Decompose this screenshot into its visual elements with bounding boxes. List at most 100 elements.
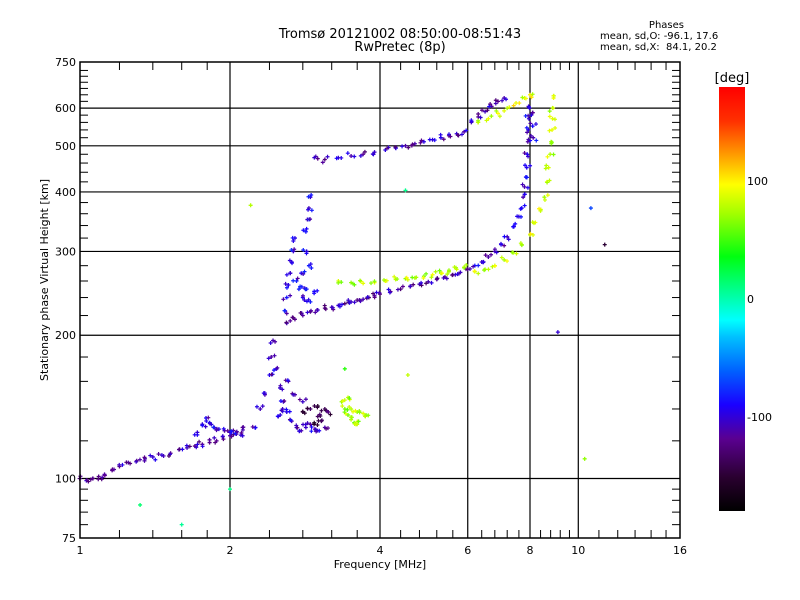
data-point xyxy=(488,102,493,107)
data-point xyxy=(306,297,311,302)
data-point xyxy=(437,268,442,273)
data-point xyxy=(464,262,469,267)
data-point xyxy=(266,356,271,361)
data-point xyxy=(530,110,535,115)
data-point xyxy=(362,149,367,154)
data-point xyxy=(297,429,302,434)
ticks-layer xyxy=(80,62,680,538)
data-point xyxy=(438,132,443,137)
data-point xyxy=(511,224,516,229)
x-axis-label: Frequency [MHz] xyxy=(334,558,426,571)
data-point xyxy=(287,258,292,263)
data-point xyxy=(197,439,202,444)
colorbar-tick-label: 0 xyxy=(747,293,754,306)
data-point xyxy=(269,372,274,377)
data-point xyxy=(406,145,411,150)
data-point xyxy=(358,278,363,283)
data-point xyxy=(524,175,529,180)
data-point xyxy=(324,409,329,414)
data-point xyxy=(271,338,276,343)
data-point xyxy=(290,315,295,320)
data-point xyxy=(366,413,371,418)
data-point xyxy=(476,263,481,268)
y-tick-label: 75 xyxy=(62,532,76,545)
data-point xyxy=(352,154,357,159)
data-point xyxy=(117,462,122,467)
data-point xyxy=(520,95,525,100)
data-point xyxy=(304,226,309,231)
data-point xyxy=(439,271,444,276)
data-point xyxy=(250,424,255,429)
series-isolated-echoes xyxy=(138,188,607,527)
data-point xyxy=(395,277,400,282)
data-point xyxy=(281,399,286,404)
series-f-region-x-mode-trace xyxy=(336,262,469,287)
stats-heading: Phases xyxy=(648,20,684,31)
x-tick-label: 6 xyxy=(464,544,471,557)
chart-subtitle: RwPretec (8p) xyxy=(354,40,446,55)
data-point xyxy=(525,130,530,135)
data-point xyxy=(552,117,557,122)
data-point xyxy=(492,264,497,269)
data-point xyxy=(525,185,530,190)
data-point xyxy=(180,447,185,452)
data-point xyxy=(302,269,307,274)
data-point xyxy=(287,417,292,422)
data-point xyxy=(478,115,483,120)
data-point xyxy=(545,180,550,185)
data-point xyxy=(91,476,96,481)
data-point xyxy=(518,214,523,219)
data-point xyxy=(124,460,129,465)
data-point xyxy=(455,272,460,277)
data-point xyxy=(134,459,139,464)
data-point xyxy=(456,133,461,138)
data-point xyxy=(339,155,344,160)
data-point xyxy=(486,267,491,272)
data-point xyxy=(421,276,426,281)
x-tick-label: 2 xyxy=(227,544,234,557)
data-point xyxy=(445,272,450,277)
data-point xyxy=(414,275,419,280)
data-point xyxy=(312,420,317,425)
tick-labels: 1 2 4 6 8 10 16 75 100 200 300 400 500 600 750 xyxy=(55,56,687,557)
data-point xyxy=(353,408,358,413)
series-es-spread-violet- xyxy=(300,404,333,428)
data-point xyxy=(323,307,328,312)
data-point xyxy=(408,284,413,289)
data-point xyxy=(304,251,309,256)
data-point xyxy=(410,275,415,280)
data-point xyxy=(392,274,397,279)
colorbar-tick-label: 100 xyxy=(747,175,768,188)
data-point xyxy=(275,365,280,370)
data-point xyxy=(204,418,209,423)
data-point xyxy=(211,425,216,430)
data-point xyxy=(315,423,320,428)
data-point xyxy=(206,415,211,420)
data-point xyxy=(549,141,554,146)
data-point xyxy=(194,445,199,450)
series-e-region-trace-o-mode- xyxy=(77,425,246,484)
data-point xyxy=(421,139,426,144)
data-point xyxy=(526,116,531,121)
data-point xyxy=(507,105,512,110)
data-point xyxy=(522,184,527,189)
chart-title: Tromsø 20121002 08:50:00-08:51:43 xyxy=(278,27,522,42)
y-tick-label: 200 xyxy=(55,329,76,342)
data-point xyxy=(462,265,467,270)
data-point xyxy=(502,108,507,113)
data-point xyxy=(476,271,481,276)
data-point xyxy=(489,252,494,257)
data-point xyxy=(284,407,289,412)
data-point xyxy=(481,259,486,264)
data-point xyxy=(312,404,317,409)
data-point xyxy=(279,408,284,413)
data-point xyxy=(361,297,366,302)
y-tick-label: 750 xyxy=(55,56,76,69)
data-point xyxy=(448,134,453,139)
data-point xyxy=(551,93,556,98)
data-point xyxy=(510,250,515,255)
data-point xyxy=(530,92,535,97)
data-point xyxy=(294,423,299,428)
data-point xyxy=(96,477,101,482)
data-point xyxy=(370,151,375,156)
